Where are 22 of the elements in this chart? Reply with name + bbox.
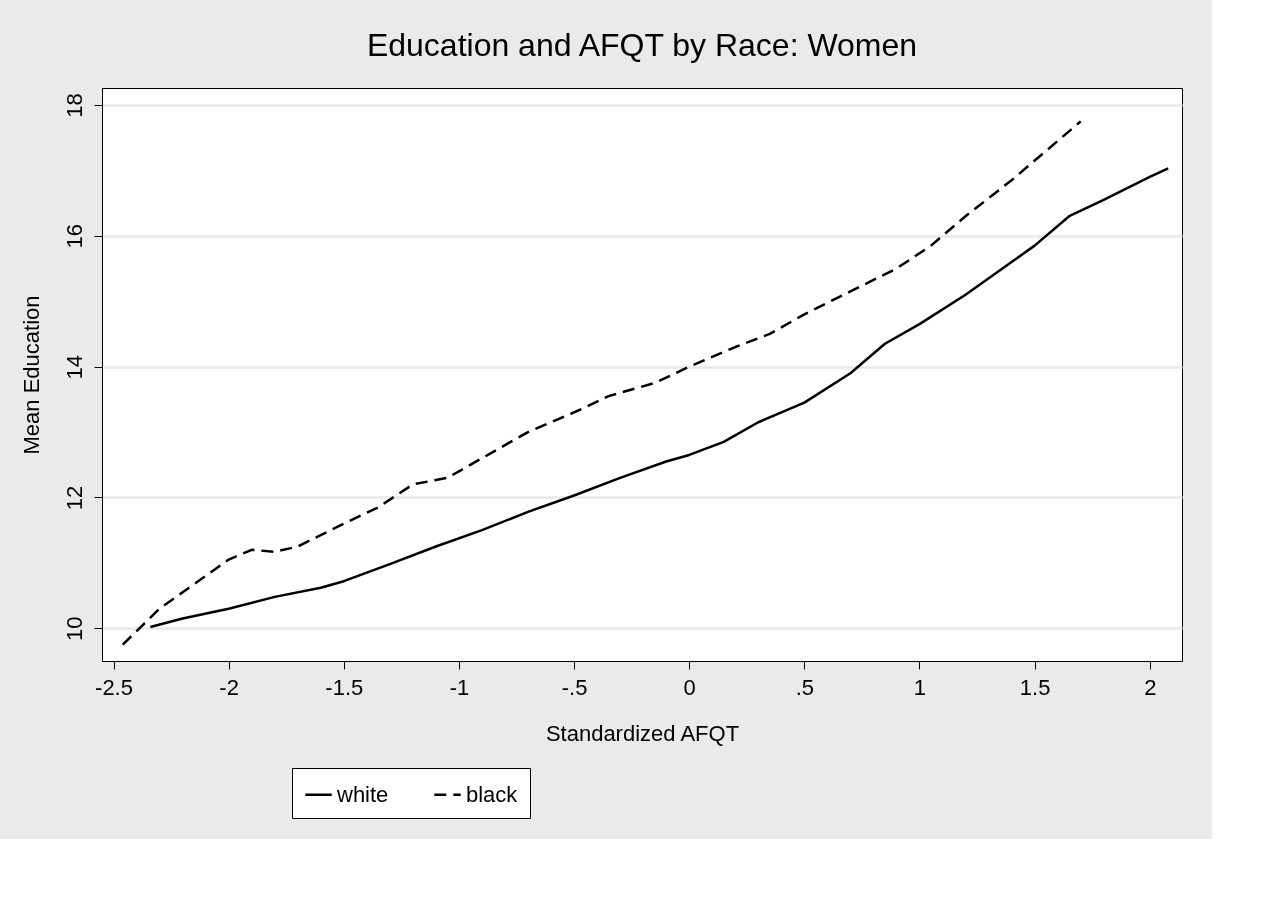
y-tick-label: 14 (61, 354, 87, 380)
y-tick-label: 10 (61, 616, 87, 642)
x-tick-label: 1 (913, 674, 927, 700)
y-tick-label: 16 (61, 224, 87, 249)
line-series (121, 120, 1082, 646)
x-tick-label: -1.5 (325, 674, 364, 700)
legend-label: black (466, 781, 519, 807)
x-tick-label: -2 (219, 674, 239, 700)
x-tick-label: -2.5 (95, 674, 133, 700)
y-tick-label: 18 (61, 93, 87, 118)
y-axis-title: Mean Education (18, 295, 44, 455)
line-series (149, 167, 1170, 629)
x-tick-label: 0 (683, 674, 696, 700)
x-axis-title: Standardized AFQT (545, 720, 740, 746)
x-tick-label: 2 (1144, 674, 1157, 700)
x-tick-label: .5 (795, 674, 815, 700)
x-tick-label: -.5 (561, 674, 588, 700)
legend-label: white (336, 781, 389, 807)
x-tick-label: -1 (449, 674, 470, 700)
chart-title: Education and AFQT by Race: Women (366, 27, 918, 63)
x-tick-label: 1.5 (1019, 674, 1051, 700)
y-tick-label: 12 (61, 485, 87, 511)
